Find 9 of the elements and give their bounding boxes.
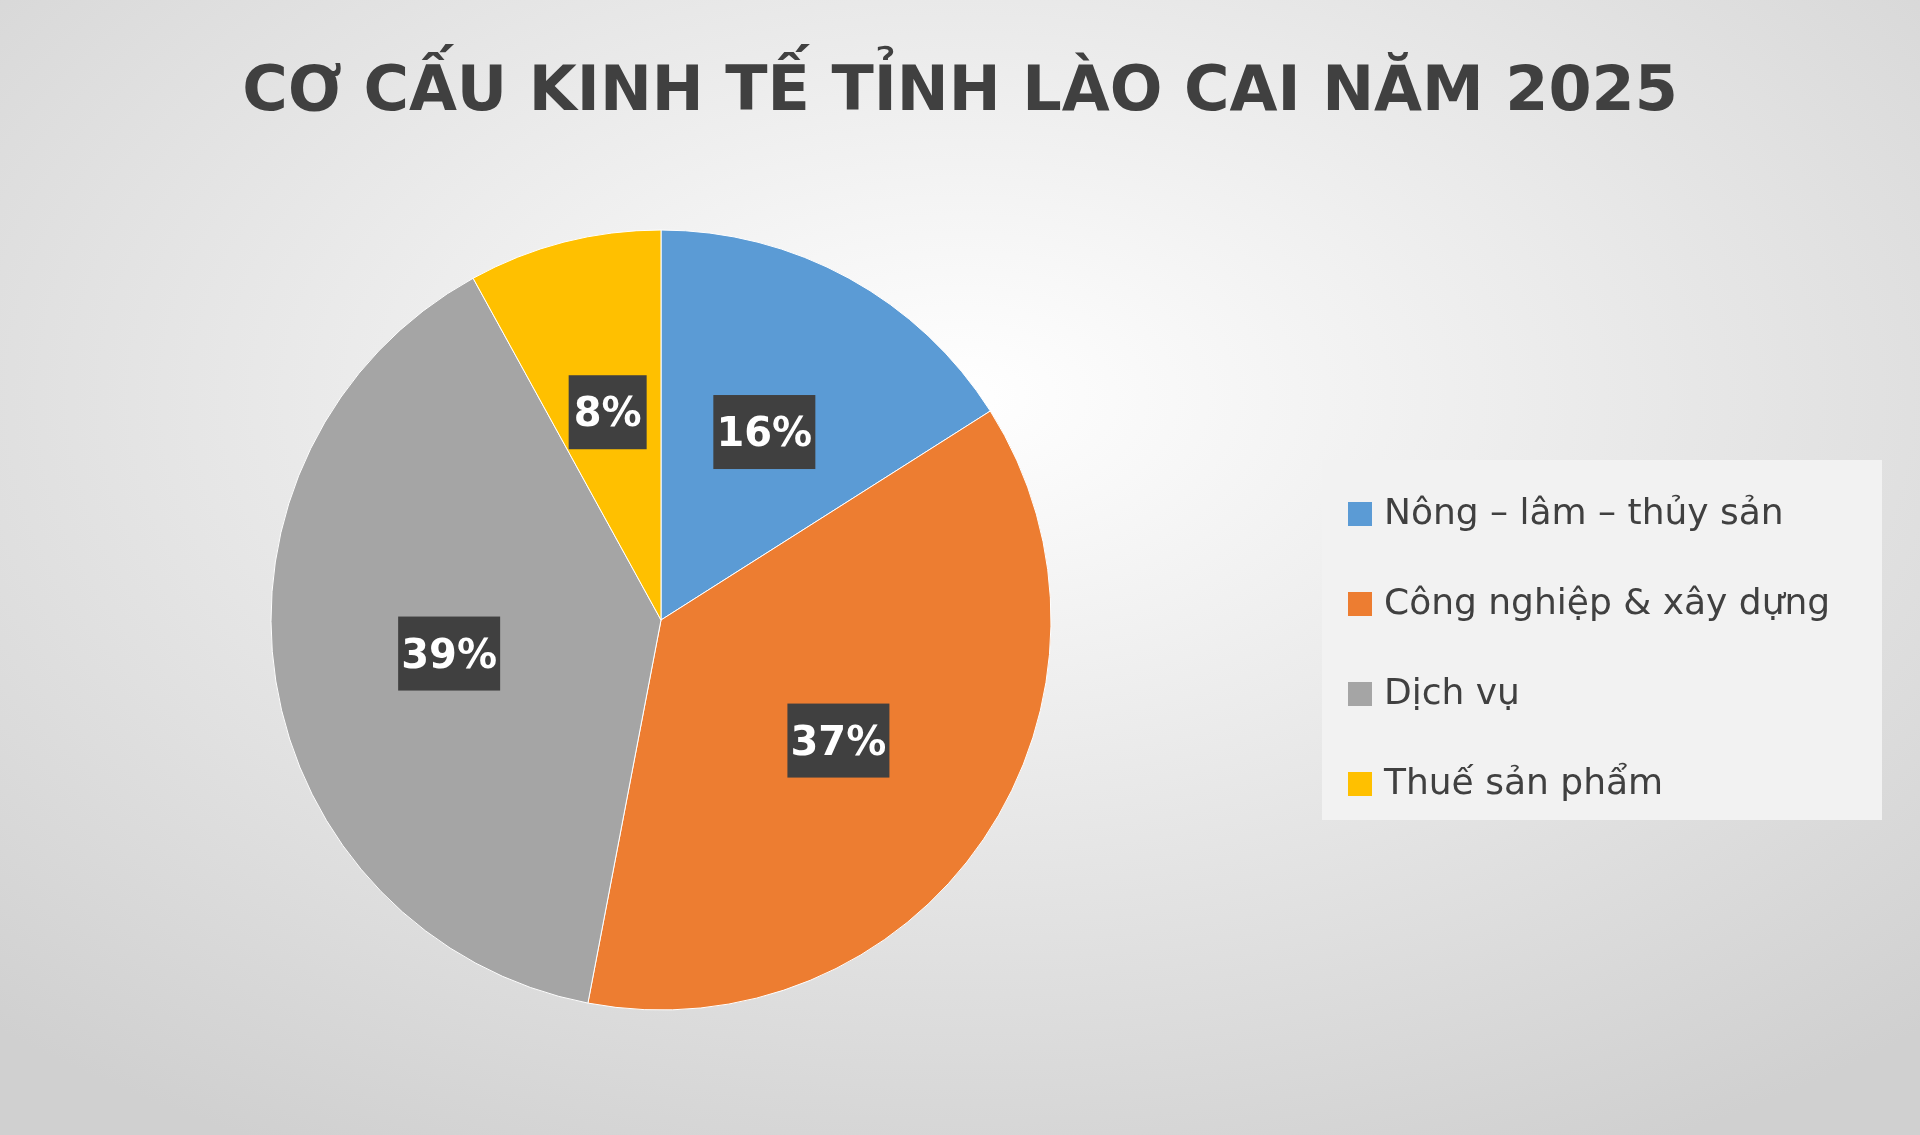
legend-label: Thuế sản phẩm xyxy=(1383,761,1664,802)
legend-label: Dịch vụ xyxy=(1384,671,1520,712)
data-label: 16% xyxy=(716,409,813,456)
data-label: 39% xyxy=(401,630,498,677)
legend-label: Công nghiệp & xây dựng xyxy=(1384,581,1831,622)
data-label: 8% xyxy=(573,389,642,436)
legend-label: Nông – lâm – thủy sản xyxy=(1384,491,1784,532)
chart-title: CƠ CẤU KINH TẾ TỈNH LÀO CAI NĂM 2025 xyxy=(242,44,1678,125)
data-label: 37% xyxy=(790,717,887,764)
